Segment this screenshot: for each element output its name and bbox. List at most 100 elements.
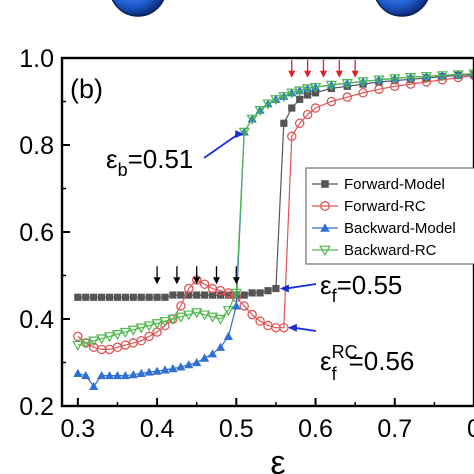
data-point [176, 362, 186, 371]
data-point [420, 72, 433, 83]
legend-marker [320, 201, 330, 211]
annotation-subscript: f [332, 286, 338, 306]
data-point [246, 114, 258, 125]
arrow-head [213, 277, 220, 285]
legend-marker [319, 245, 331, 257]
axis-ticks: 0.3 0.4 0.5 0.6 0.7 0 0.2 0.4 0.6 0.8 1.0 [19, 45, 474, 443]
data-point [113, 293, 122, 301]
grid-and-data [72, 59, 474, 391]
data-point [88, 336, 100, 347]
data-point [357, 77, 369, 88]
data-point [136, 368, 146, 377]
data-point [72, 340, 84, 351]
data-point [389, 74, 401, 85]
arrow-head [232, 277, 240, 285]
annotation-arrow-head [235, 130, 245, 139]
legend-item-backward-model: Backward-Model [312, 220, 456, 237]
legend: Forward-Model Forward-RC Backward-Model Bac… [305, 167, 474, 265]
annotation-label: εf=0.55 [320, 270, 402, 306]
black-arrow [213, 266, 220, 285]
data-point [184, 283, 194, 294]
data-point [278, 92, 290, 103]
data-point [183, 310, 195, 321]
annotation-arrow-head [287, 323, 297, 332]
data-point [73, 331, 83, 342]
data-point [224, 291, 232, 299]
y-tick-label: 0.2 [19, 393, 54, 421]
data-point [264, 287, 272, 295]
series-layer [72, 69, 474, 391]
arrow-head [193, 277, 201, 285]
annotation-2: εRC f =0.56 [287, 323, 414, 384]
data-point [341, 79, 353, 90]
panel-label: (b) [70, 74, 103, 104]
data-point [74, 293, 82, 301]
data-point [90, 293, 98, 301]
data-point [159, 316, 171, 328]
data-point [302, 109, 313, 120]
data-point [167, 314, 179, 325]
data-point [223, 288, 234, 298]
data-point [176, 301, 186, 311]
data-point [272, 284, 280, 293]
annotation-subscript: f [332, 364, 338, 384]
data-point [121, 293, 129, 301]
data-point [296, 95, 304, 103]
data-point [151, 319, 163, 330]
annotation-arrow-shaft [285, 283, 317, 290]
data-point [105, 293, 114, 301]
legend-label: Forward-RC [344, 198, 426, 215]
data-point [119, 327, 132, 338]
arrow-head [319, 70, 327, 78]
annotation-arrow-head [279, 284, 289, 293]
x-axis-label: ε [270, 444, 285, 474]
data-point [161, 293, 169, 301]
data-point [208, 291, 217, 299]
data-point [214, 314, 227, 325]
legend-items: Forward-Model Forward-RC Backward-Model Bac… [312, 176, 456, 259]
annotation-label: εb=0.51 [106, 144, 193, 180]
annotation-symbol: ε [320, 270, 332, 300]
data-point [294, 86, 306, 97]
data-point [144, 367, 154, 376]
data-point [287, 131, 297, 142]
data-point [185, 291, 193, 299]
annotation-0: εb=0.51 [106, 130, 245, 180]
data-point [127, 325, 139, 336]
data-point [247, 309, 257, 320]
x-tick-label: 0 [467, 415, 474, 443]
data-point [98, 293, 106, 301]
data-point [73, 368, 83, 377]
data-point [184, 360, 194, 369]
data-point [144, 331, 154, 342]
legend-label: Backward-Model [344, 220, 456, 237]
data-point [145, 293, 153, 301]
arrow-head [173, 277, 181, 285]
data-point [286, 88, 298, 99]
data-point [248, 289, 256, 297]
red-arrow [351, 59, 359, 78]
annotation-value: =0.55 [337, 270, 403, 300]
data-point [436, 71, 448, 82]
data-point [200, 353, 210, 362]
annotation-superscript: RC [332, 342, 358, 362]
red-arrow [304, 59, 312, 78]
data-point [206, 312, 219, 323]
data-point [215, 342, 226, 351]
annotation-label: εRC f =0.56 [320, 342, 414, 384]
data-point [136, 335, 146, 346]
legend-marker [321, 180, 329, 188]
data-point [309, 82, 322, 93]
x-tick-label: 0.3 [60, 415, 95, 443]
data-point [238, 127, 250, 138]
data-point [230, 288, 242, 299]
data-point [143, 321, 155, 332]
y-tick-label: 0.8 [19, 132, 54, 160]
annotation-value: =0.56 [349, 346, 415, 376]
data-point [175, 312, 187, 323]
data-point [452, 70, 464, 81]
data-point [168, 363, 178, 373]
x-tick-label: 0.5 [219, 415, 254, 443]
legend-marker [320, 223, 330, 232]
